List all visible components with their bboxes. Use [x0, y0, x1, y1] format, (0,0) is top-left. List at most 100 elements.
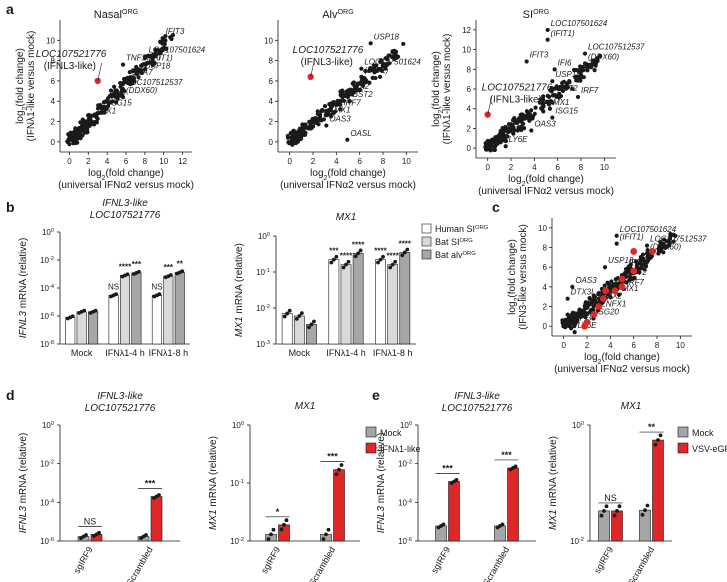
bar	[652, 439, 664, 542]
y-axis-label-2: (IFNλ1-like versus mock)	[26, 31, 37, 142]
bar	[108, 295, 119, 345]
x-axis-label: log2(fold change)	[310, 168, 386, 182]
replicate-point	[157, 493, 161, 497]
x-tick-label: 2	[311, 157, 316, 166]
x-axis-label: log2(fold change)	[584, 352, 660, 366]
highlight-point	[630, 267, 638, 275]
bar	[399, 252, 411, 345]
bar	[448, 481, 460, 542]
y-tick-label: 10-2	[570, 537, 584, 546]
y-tick-label: 100	[232, 421, 244, 430]
category-label: Mock	[289, 348, 311, 358]
gene-label: TNFSF10	[126, 54, 161, 63]
highlight-point	[599, 295, 607, 303]
bar	[333, 469, 345, 542]
replicate-point	[334, 254, 339, 259]
y-tick-label: 10-6	[40, 537, 54, 546]
gene-point	[552, 86, 557, 91]
x-tick-label: 2	[585, 341, 590, 350]
gene-point	[582, 61, 588, 66]
gene-point	[605, 280, 610, 285]
category-label: IFNλ1-8 h	[149, 348, 189, 358]
gene-point	[505, 134, 510, 139]
x-tick-label: 0	[485, 163, 490, 172]
gene-point	[503, 144, 508, 149]
x-tick-label: 6	[357, 157, 362, 166]
gene-point	[549, 89, 554, 94]
bar	[151, 295, 162, 345]
chart-title: IFNL3-like	[102, 198, 148, 209]
panel-letter-c: c	[492, 199, 500, 215]
replicate-point	[640, 512, 645, 517]
highlight-point	[595, 303, 603, 310]
x-tick-label: 0	[561, 341, 566, 350]
replicate-point	[339, 463, 344, 467]
bar	[278, 524, 290, 542]
gene-point	[345, 137, 350, 142]
highlight-point	[307, 73, 314, 81]
gene-point	[614, 241, 619, 246]
gene-point	[359, 66, 364, 71]
gene-label: (DDX60)	[588, 52, 619, 61]
replicate-point	[402, 250, 407, 255]
gene-point	[576, 68, 581, 73]
category-label: sgIRF9	[592, 545, 615, 575]
gene-point	[85, 119, 91, 124]
replicate-point	[299, 311, 304, 316]
legend-swatch	[421, 249, 432, 260]
x-tick-label: 2	[509, 163, 514, 172]
gene-point	[495, 135, 500, 140]
gene-point	[153, 51, 158, 56]
bar	[76, 311, 87, 345]
legend-swatch	[365, 426, 377, 438]
gene-point	[592, 299, 597, 304]
gene-label: MX1	[100, 106, 116, 115]
replicate-point	[282, 314, 287, 319]
gene-point	[512, 128, 517, 133]
gene-point	[285, 133, 290, 139]
y-tick-label: 8	[543, 244, 548, 253]
replicate-point	[326, 527, 331, 532]
gene-point	[139, 70, 144, 75]
gene-point	[157, 51, 162, 56]
x-tick-label: 4	[608, 341, 613, 350]
gene-label: UBA7	[132, 68, 153, 77]
gene-point	[89, 113, 94, 118]
gene-point	[121, 80, 126, 85]
chart-title: MX1	[621, 401, 642, 412]
significance-label: ***	[329, 247, 339, 256]
x-tick-label: 8	[655, 341, 660, 350]
gene-point	[609, 279, 614, 284]
replicate-point	[331, 257, 336, 262]
gene-point	[657, 246, 662, 251]
gene-label: (DDX60)	[650, 242, 681, 251]
gene-point	[153, 47, 158, 52]
gene-point	[637, 270, 642, 275]
gene-label: LOC107501624	[364, 58, 421, 67]
legend-label: IFNλ1-like	[380, 444, 421, 454]
gene-point	[131, 76, 137, 81]
gene-point	[561, 79, 567, 85]
replicate-point	[381, 254, 385, 259]
y-tick-label: 10-8	[40, 340, 54, 349]
gene-point	[502, 138, 507, 143]
gene-point	[578, 64, 583, 69]
x-tick-label: 4	[105, 157, 110, 166]
gene-point	[638, 257, 643, 263]
replicate-point	[269, 532, 273, 537]
significance-label: ****	[340, 252, 353, 261]
x-tick-label: 8	[143, 157, 148, 166]
gene-point	[592, 68, 597, 73]
gene-point	[143, 62, 148, 67]
gene-point	[577, 308, 582, 313]
gene-point	[565, 296, 570, 301]
gene-label: OAS3	[329, 115, 351, 124]
y-tick-label: 6	[51, 77, 56, 86]
gene-point	[661, 237, 667, 242]
gene-point	[354, 84, 359, 89]
gene-point	[112, 84, 117, 89]
gene-point	[76, 126, 81, 131]
highlight-point	[618, 283, 626, 291]
